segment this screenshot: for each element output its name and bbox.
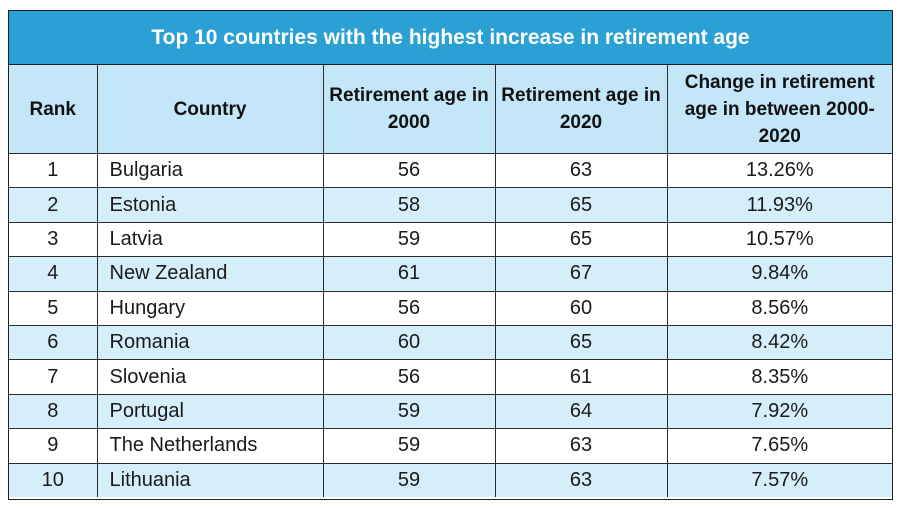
change-cell: 8.56% bbox=[666, 290, 892, 326]
table-row: 3 Latvia 59 65 10.57% bbox=[9, 221, 892, 258]
table-row: 4 New Zealand 61 67 9.84% bbox=[9, 256, 892, 292]
change-cell: 13.26% bbox=[666, 152, 892, 189]
rank-cell: 5 bbox=[9, 290, 98, 326]
age-2000-cell: 59 bbox=[322, 221, 496, 258]
header-row: Rank Country Retirement age in 2000 Reti… bbox=[9, 65, 892, 154]
age-2020-cell: 65 bbox=[494, 221, 668, 258]
country-cell: New Zealand bbox=[96, 256, 324, 292]
rank-cell: 7 bbox=[9, 359, 98, 395]
country-cell: Romania bbox=[96, 324, 324, 361]
age-2020-cell: 60 bbox=[494, 290, 668, 326]
table-row: 5 Hungary 56 60 8.56% bbox=[9, 290, 892, 326]
age-2020-cell: 65 bbox=[494, 324, 668, 361]
country-cell: Hungary bbox=[96, 290, 324, 326]
change-cell: 7.92% bbox=[666, 393, 892, 430]
header-change: Change in retirement age in between 2000… bbox=[666, 65, 892, 154]
age-2020-cell: 65 bbox=[494, 187, 668, 223]
table-row: 7 Slovenia 56 61 8.35% bbox=[9, 359, 892, 395]
change-cell: 8.35% bbox=[666, 359, 892, 395]
age-2020-cell: 61 bbox=[494, 359, 668, 395]
rank-cell: 3 bbox=[9, 221, 98, 258]
rank-cell: 2 bbox=[9, 187, 98, 223]
age-2000-cell: 56 bbox=[322, 152, 496, 189]
rank-cell: 9 bbox=[9, 428, 98, 464]
age-2000-cell: 61 bbox=[322, 256, 496, 292]
data-table: Rank Country Retirement age in 2000 Reti… bbox=[9, 65, 892, 497]
age-2020-cell: 63 bbox=[494, 462, 668, 497]
age-2000-cell: 59 bbox=[322, 462, 496, 497]
age-2000-cell: 59 bbox=[322, 393, 496, 430]
table-row: 6 Romania 60 65 8.42% bbox=[9, 324, 892, 361]
age-2000-cell: 58 bbox=[322, 187, 496, 223]
rank-cell: 8 bbox=[9, 393, 98, 430]
age-2020-cell: 64 bbox=[494, 393, 668, 430]
change-cell: 9.84% bbox=[666, 256, 892, 292]
change-cell: 10.57% bbox=[666, 221, 892, 258]
country-cell: Slovenia bbox=[96, 359, 324, 395]
table-row: 8 Portugal 59 64 7.92% bbox=[9, 393, 892, 430]
table-row: 9 The Netherlands 59 63 7.65% bbox=[9, 428, 892, 464]
country-cell: Bulgaria bbox=[96, 152, 324, 189]
age-2020-cell: 63 bbox=[494, 428, 668, 464]
age-2000-cell: 56 bbox=[322, 359, 496, 395]
age-2020-cell: 63 bbox=[494, 152, 668, 189]
change-cell: 7.57% bbox=[666, 462, 892, 497]
country-cell: Estonia bbox=[96, 187, 324, 223]
table-title: Top 10 countries with the highest increa… bbox=[9, 11, 892, 65]
header-age-2020: Retirement age in 2020 bbox=[494, 65, 668, 154]
country-cell: Portugal bbox=[96, 393, 324, 430]
table-row: 10 Lithuania 59 63 7.57% bbox=[9, 462, 892, 497]
rank-cell: 6 bbox=[9, 324, 98, 361]
age-2000-cell: 60 bbox=[322, 324, 496, 361]
rank-cell: 1 bbox=[9, 152, 98, 189]
change-cell: 11.93% bbox=[666, 187, 892, 223]
age-2000-cell: 59 bbox=[322, 428, 496, 464]
header-rank: Rank bbox=[9, 65, 98, 154]
change-cell: 8.42% bbox=[666, 324, 892, 361]
change-cell: 7.65% bbox=[666, 428, 892, 464]
table-row: 2 Estonia 58 65 11.93% bbox=[9, 187, 892, 223]
country-cell: Latvia bbox=[96, 221, 324, 258]
table-row: 1 Bulgaria 56 63 13.26% bbox=[9, 152, 892, 189]
header-age-2000: Retirement age in 2000 bbox=[322, 65, 496, 154]
country-cell: The Netherlands bbox=[96, 428, 324, 464]
country-cell: Lithuania bbox=[96, 462, 324, 497]
age-2020-cell: 67 bbox=[494, 256, 668, 292]
age-2000-cell: 56 bbox=[322, 290, 496, 326]
header-country: Country bbox=[96, 65, 324, 154]
rank-cell: 10 bbox=[9, 462, 98, 497]
retirement-age-table: Top 10 countries with the highest increa… bbox=[8, 10, 893, 500]
rank-cell: 4 bbox=[9, 256, 98, 292]
